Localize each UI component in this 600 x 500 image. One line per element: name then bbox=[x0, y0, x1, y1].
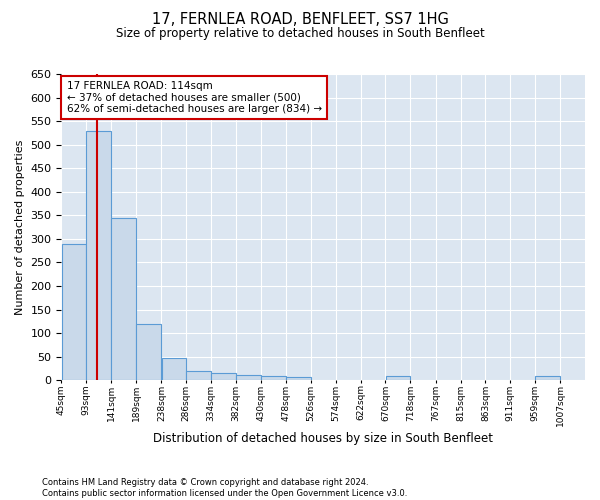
Bar bbox=[261, 376, 286, 380]
Text: Contains HM Land Registry data © Crown copyright and database right 2024.
Contai: Contains HM Land Registry data © Crown c… bbox=[42, 478, 407, 498]
Bar bbox=[535, 376, 560, 380]
X-axis label: Distribution of detached houses by size in South Benfleet: Distribution of detached houses by size … bbox=[153, 432, 493, 445]
Bar bbox=[136, 324, 161, 380]
Bar bbox=[286, 378, 311, 380]
Bar bbox=[86, 130, 111, 380]
Y-axis label: Number of detached properties: Number of detached properties bbox=[15, 140, 25, 315]
Bar bbox=[111, 218, 136, 380]
Bar bbox=[211, 373, 236, 380]
Text: Size of property relative to detached houses in South Benfleet: Size of property relative to detached ho… bbox=[116, 28, 484, 40]
Bar bbox=[161, 358, 186, 380]
Bar bbox=[386, 376, 410, 380]
Bar bbox=[187, 370, 211, 380]
Bar bbox=[236, 376, 261, 380]
Text: 17 FERNLEA ROAD: 114sqm
← 37% of detached houses are smaller (500)
62% of semi-d: 17 FERNLEA ROAD: 114sqm ← 37% of detache… bbox=[67, 81, 322, 114]
Text: 17, FERNLEA ROAD, BENFLEET, SS7 1HG: 17, FERNLEA ROAD, BENFLEET, SS7 1HG bbox=[152, 12, 448, 28]
Bar bbox=[62, 244, 86, 380]
